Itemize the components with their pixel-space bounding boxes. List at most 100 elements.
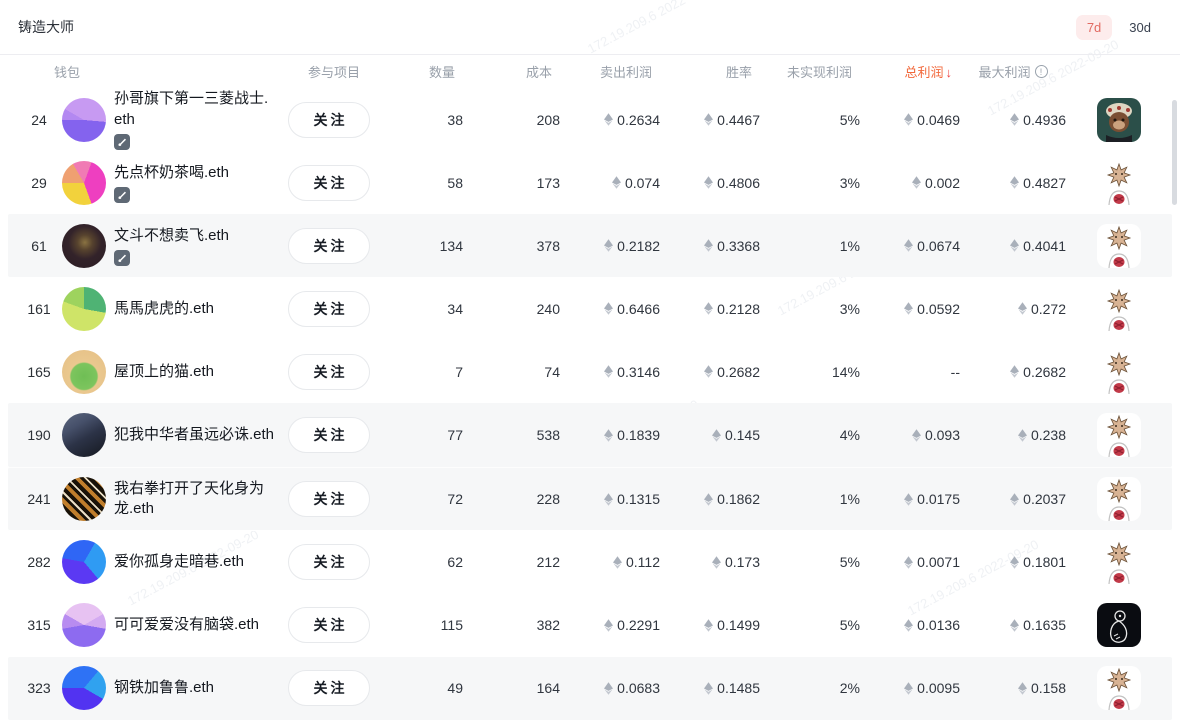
eth-icon (604, 682, 614, 695)
table-row: 323 钢铁加鲁鲁.eth 关注 49 164 0.0683 (8, 656, 1172, 720)
follow-button[interactable]: 关注 (288, 607, 370, 644)
win-rate-value: 2% (839, 680, 860, 697)
max-profit-nft-thumbnail[interactable] (1097, 413, 1141, 458)
wallet-name[interactable]: 可可爱爱没有脑袋.eth (114, 616, 260, 634)
eth-icon (604, 302, 614, 316)
info-icon[interactable]: ! (1034, 65, 1048, 78)
eth-icon (704, 113, 714, 126)
eth-icon (611, 176, 621, 189)
eth-icon (613, 555, 622, 569)
follow-button[interactable]: 关注 (288, 227, 370, 264)
quantity-value: 378 (536, 237, 560, 254)
eth-icon (1010, 555, 1020, 569)
win-rate-value: 5% (839, 554, 860, 571)
avatar[interactable] (62, 349, 106, 394)
eth-icon (1010, 492, 1020, 506)
sell-profit-value: 0.1862 (668, 491, 768, 507)
wallet-name[interactable]: 馬馬虎虎的.eth (114, 299, 215, 317)
wallet-name[interactable]: 爱你孤身走暗巷.eth (114, 553, 245, 571)
eth-icon (604, 618, 614, 632)
wallet-name[interactable]: 犯我中华者虽远必诛.eth (114, 425, 275, 443)
wallet-name[interactable]: 我右拳打开了天化身为龙.eth (114, 479, 265, 518)
doodle-nft-icon (1106, 668, 1132, 711)
win-rate-value: 4% (839, 427, 860, 444)
eth-icon (1010, 618, 1020, 632)
avatar[interactable] (62, 223, 106, 268)
follow-button[interactable]: 关注 (288, 101, 370, 138)
page-title: 铸造大师 (18, 19, 74, 35)
win-rate-value: 3% (839, 300, 860, 317)
max-profit-nft-thumbnail[interactable] (1097, 666, 1141, 711)
doodle-nft-icon (1106, 288, 1132, 331)
follow-button[interactable]: 关注 (288, 290, 370, 327)
table-row: 29 先点杯奶茶喝.eth 关注 58 173 0.074 (8, 151, 1172, 214)
cost-value: 0.112 (568, 554, 668, 570)
win-rate-value: 5% (839, 617, 860, 634)
max-profit-nft-thumbnail[interactable] (1097, 97, 1141, 142)
table-body: 24 孙哥旗下第一三菱战士.eth 关注 38 208 0.2634 (0, 88, 1180, 720)
quantity-value: 74 (544, 363, 560, 380)
eth-icon (711, 555, 721, 569)
max-profit-nft-thumbnail[interactable] (1097, 349, 1141, 394)
eth-icon (904, 239, 914, 253)
leaderboard-table: 钱包 参与项目 数量 成本 卖出利润 胜率 未实现利润 总利润 ↓ 最大利润! 2… (0, 55, 1180, 720)
follow-button[interactable]: 关注 (288, 670, 370, 707)
wallet-name[interactable]: 文斗不想卖飞.eth (114, 226, 230, 244)
avatar[interactable] (62, 603, 106, 648)
total-profit-value: 0.158 (968, 680, 1074, 696)
max-profit-nft-thumbnail[interactable] (1097, 477, 1141, 522)
avatar[interactable] (62, 97, 106, 142)
avatar[interactable] (62, 413, 106, 458)
wallet-name[interactable]: 屋顶上的猫.eth (114, 362, 215, 380)
col-max-profit: 最大利润! (960, 62, 1066, 81)
projects-value: 7 (455, 363, 463, 380)
max-profit-nft-thumbnail[interactable] (1097, 160, 1141, 205)
rank-number: 61 (31, 237, 47, 254)
projects-value: 49 (447, 680, 463, 697)
win-rate-value: 1% (839, 491, 860, 508)
doodle-nft-icon (1106, 225, 1132, 268)
follow-button[interactable]: 关注 (288, 481, 370, 518)
follow-button[interactable]: 关注 (288, 353, 370, 390)
avatar[interactable] (62, 160, 106, 205)
follow-button[interactable]: 关注 (288, 417, 370, 454)
max-profit-nft-thumbnail[interactable] (1097, 286, 1141, 331)
total-profit-value: 0.272 (968, 301, 1074, 317)
max-profit-nft-thumbnail[interactable] (1097, 603, 1141, 648)
total-profit-value: 0.2037 (968, 491, 1074, 507)
avatar[interactable] (62, 540, 106, 585)
follow-button[interactable]: 关注 (288, 544, 370, 581)
avatar[interactable] (62, 286, 106, 331)
doodle-nft-icon (1106, 414, 1132, 458)
table-row: 161 馬馬虎虎的.eth 关注 34 240 0.6466 (8, 277, 1172, 340)
eth-icon (704, 365, 714, 379)
unrealized-profit-value: 0.0469 (868, 112, 968, 128)
eth-icon (911, 176, 921, 189)
total-profit-value: 0.4041 (968, 238, 1074, 254)
max-profit-nft-thumbnail[interactable] (1097, 540, 1141, 585)
win-rate-value: 5% (839, 111, 860, 128)
eth-icon (604, 428, 614, 442)
vertical-scrollbar[interactable] (1172, 100, 1177, 205)
rank-number: 161 (27, 300, 51, 317)
avatar[interactable] (62, 477, 106, 522)
max-profit-nft-thumbnail[interactable] (1097, 223, 1141, 268)
wallet-name[interactable]: 钢铁加鲁鲁.eth (114, 679, 215, 697)
avatar[interactable] (62, 666, 106, 711)
cost-value: 0.3146 (568, 364, 668, 380)
follow-button[interactable]: 关注 (288, 164, 370, 201)
col-total-profit[interactable]: 总利润 ↓ (904, 65, 952, 80)
tab-7d[interactable]: 7d (1075, 14, 1113, 40)
eth-icon (604, 113, 614, 126)
sell-profit-value: 0.173 (668, 554, 768, 570)
eth-icon (1017, 302, 1027, 316)
wallet-name[interactable]: 孙哥旗下第一三菱战士.eth (114, 90, 269, 128)
cost-value: 0.6466 (568, 301, 668, 317)
brush-badge-icon (114, 186, 130, 203)
total-profit-value: 0.2682 (968, 364, 1074, 380)
eth-icon (904, 555, 914, 569)
quantity-value: 212 (536, 554, 560, 571)
tab-30d[interactable]: 30d (1118, 15, 1162, 40)
wallet-name[interactable]: 先点杯奶茶喝.eth (114, 163, 230, 181)
projects-value: 134 (439, 237, 463, 254)
